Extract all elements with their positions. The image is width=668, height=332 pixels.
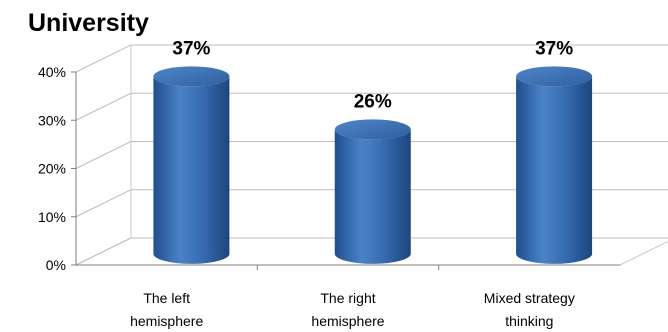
category-label-1: hemisphere bbox=[130, 313, 203, 329]
bar-top-2 bbox=[334, 119, 411, 140]
bar-top-3 bbox=[516, 66, 593, 87]
data-label-3: 37% bbox=[535, 38, 573, 59]
gridline-diagonal bbox=[75, 141, 132, 169]
gridline-diagonal bbox=[75, 44, 132, 73]
y-tick-label: 10% bbox=[38, 209, 66, 225]
category-label-3: thinking bbox=[505, 313, 553, 329]
gridline-diagonal bbox=[75, 92, 132, 121]
category-label-1: The left bbox=[143, 290, 190, 306]
category-label-3: Mixed strategy bbox=[484, 290, 575, 306]
y-tick-label: 0% bbox=[46, 257, 66, 273]
bar-3 bbox=[516, 76, 593, 264]
y-tick-label: 40% bbox=[38, 64, 66, 80]
plot-area: 0% 10% 20% 30% 40% 37% The left hemisphere 26% Th… bbox=[38, 38, 668, 329]
bar-top-1 bbox=[153, 66, 230, 87]
y-tick-label: 20% bbox=[38, 161, 66, 177]
chart-title: University bbox=[28, 9, 149, 37]
category-label-2: The right bbox=[320, 290, 375, 306]
gridline-diagonal bbox=[75, 189, 132, 218]
bar-1 bbox=[153, 76, 230, 264]
bar-2 bbox=[334, 129, 411, 264]
category-label-2: hemisphere bbox=[311, 313, 384, 329]
y-tick-label: 30% bbox=[38, 112, 66, 128]
gridline-diagonal bbox=[75, 237, 132, 266]
data-label-2: 26% bbox=[354, 91, 392, 112]
data-label-1: 37% bbox=[172, 38, 210, 59]
